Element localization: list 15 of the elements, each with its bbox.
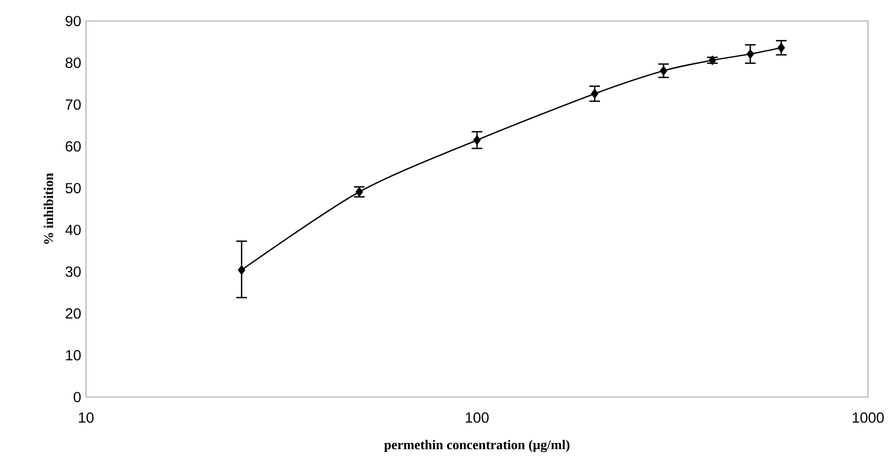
y-tick-label: 20	[66, 308, 81, 319]
y-axis-title: % inhibition	[44, 173, 54, 244]
y-tick-label: 30	[66, 266, 81, 277]
y-tick-label: 70	[66, 99, 81, 110]
x-axis-title: permethin concentration (μg/ml)	[384, 440, 570, 452]
y-tick-label: 60	[66, 141, 81, 152]
x-tick-label: 10	[78, 412, 94, 423]
y-tick-label: 50	[66, 182, 81, 194]
y-tick-label: 40	[65, 224, 81, 236]
y-tick-label: 10	[66, 350, 81, 360]
y-tick-label: 90	[66, 16, 81, 26]
y-tick-label: 80	[66, 58, 81, 68]
x-tick-label: 100	[466, 412, 489, 423]
y-tick-label: 0	[74, 392, 81, 402]
x-tick-label: 1000	[852, 412, 884, 423]
